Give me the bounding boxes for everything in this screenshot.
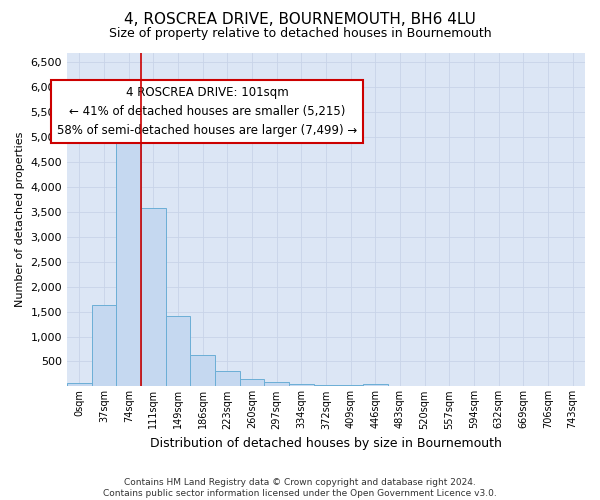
Bar xyxy=(265,382,289,386)
Text: Contains HM Land Registry data © Crown copyright and database right 2024.
Contai: Contains HM Land Registry data © Crown c… xyxy=(103,478,497,498)
Text: Size of property relative to detached houses in Bournemouth: Size of property relative to detached ho… xyxy=(109,28,491,40)
Text: 4, ROSCREA DRIVE, BOURNEMOUTH, BH6 4LU: 4, ROSCREA DRIVE, BOURNEMOUTH, BH6 4LU xyxy=(124,12,476,28)
Bar xyxy=(92,305,116,386)
Bar xyxy=(363,384,388,386)
Bar xyxy=(190,356,215,386)
Y-axis label: Number of detached properties: Number of detached properties xyxy=(15,132,25,307)
Bar xyxy=(116,133,141,386)
Bar xyxy=(67,383,92,386)
Text: 4 ROSCREA DRIVE: 101sqm
← 41% of detached houses are smaller (5,215)
58% of semi: 4 ROSCREA DRIVE: 101sqm ← 41% of detache… xyxy=(57,86,357,137)
Bar xyxy=(166,316,190,386)
Bar xyxy=(289,384,314,386)
Bar xyxy=(239,379,265,386)
Bar xyxy=(314,384,338,386)
Bar xyxy=(215,372,239,386)
Bar xyxy=(141,208,166,386)
X-axis label: Distribution of detached houses by size in Bournemouth: Distribution of detached houses by size … xyxy=(150,437,502,450)
